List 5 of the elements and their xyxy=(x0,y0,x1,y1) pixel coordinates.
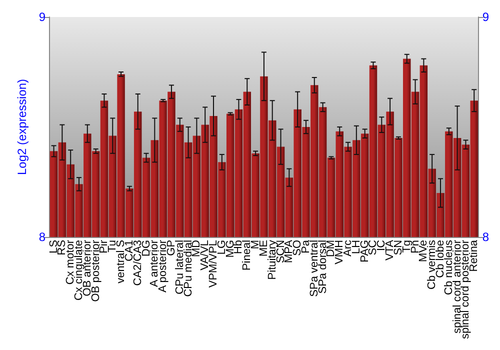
y-axis-title: Log2 (expression) xyxy=(15,78,29,176)
y2-tick-label: 9 xyxy=(482,10,490,24)
x-tick-label: Tg xyxy=(400,240,413,253)
x-tick-label: OB posterior xyxy=(90,240,102,302)
y2-tick-label: 8 xyxy=(482,230,490,244)
